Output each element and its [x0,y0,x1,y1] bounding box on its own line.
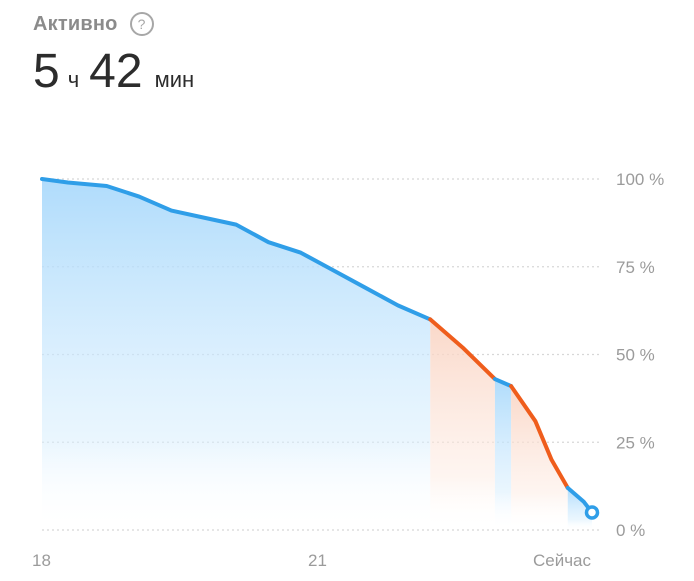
question-circle-icon[interactable]: ? [129,12,154,36]
y-tick-label: 100 % [616,170,664,189]
series-line-2 [492,377,514,389]
y-tick-label: 0 % [616,521,645,540]
current-battery-point [584,505,600,520]
y-tick-label: 25 % [616,433,655,452]
x-tick-label: 21 [308,551,327,570]
series-line-1 [428,317,497,382]
active-duration: 5 ч 42 мин [33,48,653,96]
series-area-2 [494,379,512,530]
series-area-0 [42,179,431,530]
y-tick-label: 75 % [616,258,655,277]
battery-header: Активно ? 5 ч 42 мин [33,8,653,108]
series-line-0 [40,177,433,322]
series-area-4 [567,487,592,530]
series-area-3 [511,386,568,530]
active-status-row: Активно ? [33,8,653,40]
x-tick-label: 18 [32,551,51,570]
active-status-label: Активно [33,12,118,35]
series-line-3 [509,384,570,490]
minutes-value: 42 [89,45,143,98]
hours-unit: ч [67,67,80,92]
series-area-1 [430,319,495,530]
x-tick-label: Сейчас [533,551,592,570]
minutes-unit: мин [154,67,195,92]
hours-value: 5 [33,45,60,98]
y-tick-label: 50 % [616,346,655,365]
